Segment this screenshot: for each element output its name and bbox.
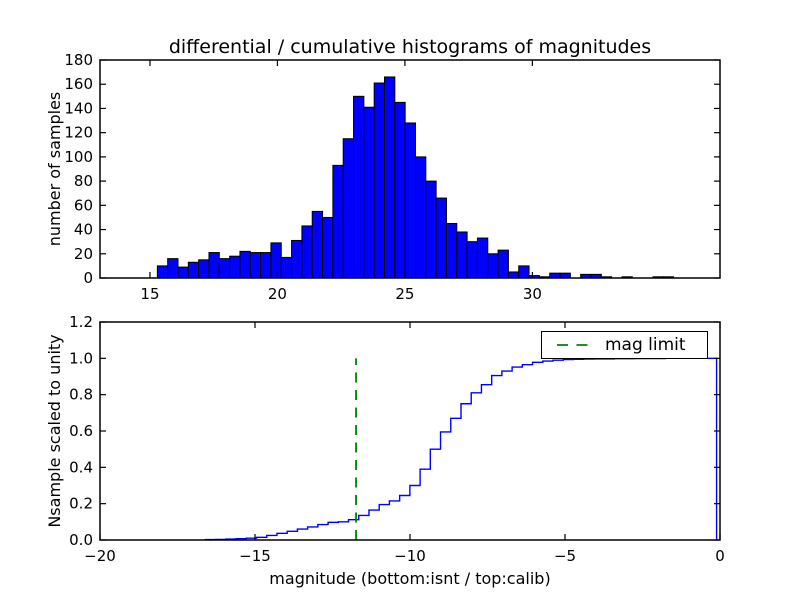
top-plot-y-tick-label: 160 [64, 75, 93, 93]
histogram-bar [445, 223, 458, 279]
top-plot-x-tick-label: 15 [140, 285, 159, 303]
top-plot-y-tick-label: 20 [74, 245, 93, 263]
histogram-bar [466, 241, 478, 279]
histogram-bar [435, 197, 447, 279]
histogram-bar [518, 265, 530, 279]
histogram-bar [167, 258, 179, 279]
histogram-bar [218, 258, 231, 279]
histogram-bar [414, 156, 427, 279]
legend: mag limit [541, 331, 708, 359]
histogram-bar [404, 122, 416, 279]
histogram-bar [342, 138, 355, 279]
dashed-line-icon [557, 344, 591, 346]
top-plot-y-tick-label: 40 [74, 221, 93, 239]
figure-title: differential / cumulative histograms of … [168, 36, 652, 58]
bottom-plot-axes: −20 −15 −10 −5 0 0.0 0.2 0.4 0.6 0.8 1.0 1.2 [69, 313, 725, 565]
top-plot-y-tick-label: 120 [64, 124, 93, 142]
bottom-plot-y-tick-label: 0.6 [69, 422, 93, 440]
histogram-bar [363, 106, 375, 279]
bottom-plot-y-tick-label: 0.8 [69, 386, 93, 404]
histogram-bar [332, 164, 344, 279]
histogram-bar [291, 239, 303, 279]
top-plot-x-tick-label: 30 [523, 285, 542, 303]
bottom-plot-y-tick-label: 1.2 [69, 313, 93, 331]
histogram-bar [311, 210, 324, 279]
bottom-plot-x-tick-label: 0 [715, 547, 725, 565]
histogram-bar [394, 101, 406, 279]
histogram-bar [456, 231, 468, 279]
bottom-plot-y-tick-label: 0.2 [69, 495, 93, 513]
histogram-bar [208, 252, 220, 279]
bottom-plot-x-tick-label: −20 [84, 547, 116, 565]
histogram-bar [270, 242, 282, 279]
histogram-bar [239, 250, 251, 279]
top-y-axis-label: number of samples [45, 91, 64, 247]
histogram-bar [507, 271, 520, 279]
histogram-bar [497, 249, 509, 279]
bottom-plot-y-tick-label: 0.0 [69, 531, 93, 549]
histogram-bar [249, 252, 262, 279]
top-plot-x-tick-label: 20 [268, 285, 287, 303]
histogram-bar [373, 82, 386, 279]
bottom-y-axis-label: Nsample scaled to unity [45, 334, 64, 528]
top-plot-y-tick-label: 140 [64, 99, 93, 117]
top-histogram-bars [156, 76, 675, 279]
top-plot-y-tick-label: 100 [64, 148, 93, 166]
top-plot-y-tick-label: 60 [74, 196, 93, 214]
histogram-bar [384, 76, 396, 279]
histogram-bar [229, 255, 241, 279]
histogram-bar [156, 265, 169, 279]
legend-label: mag limit [605, 335, 686, 355]
x-axis-label: magnitude (bottom:isnt / top:calib) [269, 569, 551, 588]
histogram-bar [198, 259, 210, 279]
histogram-bar [177, 266, 189, 279]
histogram-bar [487, 253, 499, 279]
histogram-bar [260, 252, 272, 279]
bottom-plot-x-tick-label: −5 [554, 547, 576, 565]
top-plot-y-tick-label: 0 [83, 269, 93, 287]
bottom-plot-y-tick-label: 1.0 [69, 349, 93, 367]
histogram-bar [476, 237, 489, 279]
histogram-bar [353, 95, 365, 279]
cumulative-step-curve [204, 357, 718, 541]
bottom-cumulative-plot [204, 357, 718, 541]
top-plot-y-tick-label: 180 [64, 51, 93, 69]
histogram-bar [425, 180, 437, 279]
top-plot-axes: 15 20 25 30 0 20 40 60 80 100 120 140 160 180 [64, 51, 721, 303]
histogram-bar [280, 256, 293, 279]
bottom-plot-y-tick-label: 0.4 [69, 458, 93, 476]
histogram-bar [322, 216, 334, 279]
bottom-plot-x-tick-label: −15 [239, 547, 271, 565]
histogram-bar [187, 261, 200, 279]
bottom-plot-x-tick-label: −10 [394, 547, 426, 565]
top-plot-y-tick-label: 80 [74, 172, 93, 190]
histogram-bar [301, 225, 313, 279]
top-plot-x-tick-label: 25 [395, 285, 414, 303]
